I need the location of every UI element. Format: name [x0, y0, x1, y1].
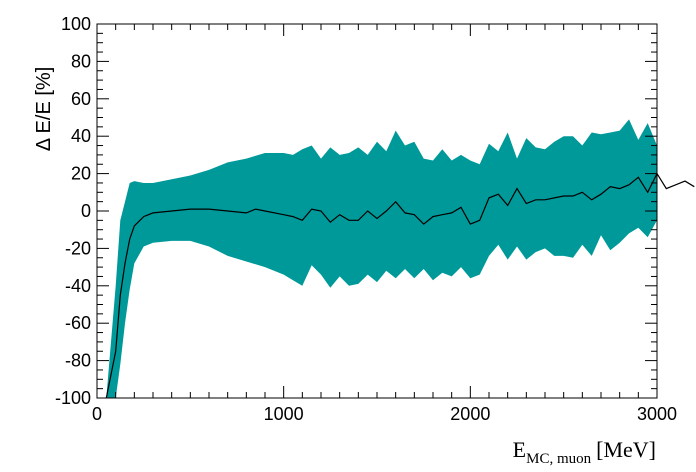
- y-tick-label: 80: [71, 51, 91, 71]
- y-tick-label: -40: [65, 276, 91, 296]
- y-tick-label: 60: [71, 89, 91, 109]
- axis-ticks: [96, 23, 658, 399]
- y-tick-label: 0: [81, 201, 91, 221]
- y-tick-label: -20: [65, 238, 91, 258]
- y-tick-label: -60: [65, 313, 91, 333]
- x-axis-title-unit: [MeV]: [596, 437, 656, 462]
- resolution-band: [106, 119, 657, 398]
- y-axis-title: Δ E/E [%]: [33, 67, 55, 152]
- y-tick-label: 40: [71, 126, 91, 146]
- x-axis-title: EMC, muon [MeV]: [513, 437, 656, 467]
- x-axis-title-sub: MC, muon: [526, 451, 592, 467]
- x-tick-label: 2000: [450, 404, 490, 424]
- x-axis-title-main: E: [513, 437, 526, 462]
- plot-area: [105, 119, 695, 398]
- x-tick-label: 3000: [637, 404, 677, 424]
- x-tick-label: 0: [92, 404, 102, 424]
- y-tick-label: -100: [55, 388, 91, 408]
- mean-line: [105, 172, 695, 398]
- y-tick-label: 100: [61, 14, 91, 34]
- tick-labels: 0 1000 2000 3000 -100 -80 -60 -40 -20 0 20 40 60 80 10…: [55, 14, 677, 424]
- y-tick-label: -80: [65, 351, 91, 371]
- x-tick-label: 1000: [264, 404, 304, 424]
- y-tick-label: 20: [71, 164, 91, 184]
